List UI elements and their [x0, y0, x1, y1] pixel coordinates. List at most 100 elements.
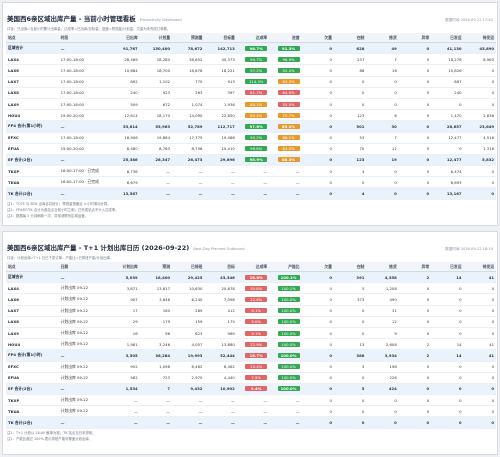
column-header: 已排班 [172, 262, 205, 272]
table-cell: 723 [139, 372, 173, 384]
rate-cell: 61.7% [236, 87, 270, 99]
table-cell: 1,981 [107, 338, 140, 351]
rate-badge: 80.1% [245, 101, 268, 107]
table-cell: 0 [398, 176, 432, 189]
table-cell: EF 合计(2台) [6, 383, 59, 396]
rate-badge: — [295, 179, 300, 185]
table-cell: 16,878 [172, 64, 205, 77]
table-cell: 0 [431, 361, 464, 373]
table-cell: — [58, 42, 108, 55]
table-cell: 0 [398, 42, 432, 55]
table-cell: 6,462 [204, 361, 237, 373]
table-cell: TKXP [6, 394, 59, 407]
table-cell: 0 [301, 187, 334, 200]
rate-cell: 6.1% [236, 305, 270, 317]
table-cell: 0 [398, 316, 432, 328]
table-cell: 计划出库 09-22 [58, 338, 108, 351]
rate-cell: 30.8% [236, 282, 270, 295]
column-header: 站点 [6, 262, 59, 272]
table-cell: 23,649 [463, 120, 496, 133]
table-cell: 45,890 [463, 42, 496, 55]
table-cell: 18,221 [204, 64, 237, 77]
table-cell: 0 [463, 316, 496, 328]
table-cell: 3,246 [139, 338, 173, 351]
table-cell: 0 [463, 98, 496, 111]
table-cell: 5 [333, 361, 367, 373]
table-cell: 0 [333, 405, 367, 418]
table-cell: 19,884 [139, 132, 173, 144]
rate-badge: 100.0% [277, 330, 300, 336]
rate-cell: 100.0% [269, 383, 302, 396]
table-row: EF 合计(2台) —1,534 7 9,432 10,902 9.4% 100.0% 0 5 4… [6, 383, 496, 396]
rate-cell: — [236, 405, 270, 418]
rate-badge: 95.2% [245, 135, 268, 141]
table-row: 区域合计 —5,039 18,400 29,425 43,346 18.8% 100.1% 0… [6, 271, 496, 284]
table-cell: 0 [463, 305, 496, 317]
table-cell: 0 [431, 143, 464, 155]
rate-badge: — [295, 408, 300, 414]
table-cell: 0 [398, 165, 432, 178]
table-cell: 0 [301, 109, 334, 122]
rate-cell: 95.2% [236, 132, 270, 144]
rate-badge: 100.0% [277, 308, 300, 314]
table-cell: 18,400 [139, 271, 173, 284]
table-cell: 3,846 [139, 293, 173, 306]
table-cell: 123 [333, 154, 367, 167]
rate-badge: 22.9% [245, 341, 268, 347]
table-cell: FP4 合计(第1小时) [6, 120, 59, 133]
table-row: LAX7 计划出库 09-22 17 180 289 412 6.1% 100.0% 0 0 31 0… [6, 305, 496, 317]
table-row: TKUA 计划出库 09-22— — — — — —0 0 0 0 0 0 [6, 405, 496, 418]
table-row: LAX7 17:00-18:00 892 1,102 770 913 114.3% 84.3%… [6, 76, 496, 88]
rate-badge: 88.3% [277, 157, 300, 163]
column-header: 在制 [333, 33, 367, 43]
table-cell: 0 [333, 327, 367, 340]
table-head: 站点 时段 已出库 计划量 预测量 目标量 达成率 进度 欠量 在制 拣货 异常 已发运 待发运 [6, 33, 496, 43]
table-cell: EFXC [6, 132, 59, 144]
table-cell: FP4 合计(第1小时) [6, 349, 59, 362]
table-cell: 0 [301, 305, 334, 317]
table-cell: 0 [463, 405, 496, 418]
table-cell: 6,474 [431, 165, 464, 178]
table-cell: 计划出库 09-22 [58, 282, 108, 295]
table-cell: 0 [398, 405, 432, 418]
panel-title: 美国西6亲区域出库产量 - T+1 计划出库日历 (2026-09-22) [7, 244, 190, 252]
table-cell: — [107, 405, 140, 418]
rate-badge: — [263, 191, 268, 197]
table-cell: — [58, 416, 108, 429]
table-cell: 14,090 [172, 109, 205, 122]
table-cell: 6,693 [431, 176, 464, 189]
rate-badge: 100.0% [277, 364, 300, 370]
table-cell: 17,775 [172, 132, 205, 144]
table-cell: 1,102 [139, 76, 173, 88]
table-cell: 0 [431, 394, 464, 407]
rate-badge: 89.0% [277, 123, 300, 129]
table-cell: 1,936 [204, 98, 237, 111]
table-cell: LAX7 [6, 76, 59, 88]
table-cell: — [204, 176, 237, 189]
table-cell: 0 [366, 187, 399, 200]
table-cell: 582 [107, 372, 140, 384]
table-cell: 28,469 [107, 53, 140, 66]
table-cell: 0 [333, 305, 367, 317]
table-cell: 20,878 [204, 282, 237, 295]
table-cell: EFUA [6, 372, 59, 384]
table-cell: 8,758 [172, 143, 205, 155]
table-cell: — [172, 176, 205, 189]
table-cell: 13 [333, 338, 367, 351]
table-row: LAX8 计划出库 09-22 29 179 159 175 9.0% 100.0% 0 0 12 0… [6, 316, 496, 328]
rate-cell: 9.0% [236, 316, 270, 328]
table-cell: 计划出库 09-22 [58, 293, 108, 306]
table-cell: 计划出库 09-22 [58, 305, 108, 317]
table-cell: 0 [366, 98, 399, 111]
table-cell: 0 [398, 64, 432, 77]
rate-cell: — [269, 416, 302, 429]
rate-cell: 100.0% [269, 338, 302, 351]
table-cell: 0 [301, 132, 334, 144]
table-cell: 391 [333, 271, 367, 284]
data-table: 站点 日期 计划出库 预测 已排班 目标 达成率 产能比 欠量 在制 拣货 异常 已发运 待发运 区域合计 —… [6, 262, 496, 429]
table-cell: 4 [333, 165, 367, 178]
table-cell: 0 [398, 293, 432, 306]
column-header: 欠量 [301, 33, 334, 43]
rate-cell: 100.0% [269, 361, 302, 373]
